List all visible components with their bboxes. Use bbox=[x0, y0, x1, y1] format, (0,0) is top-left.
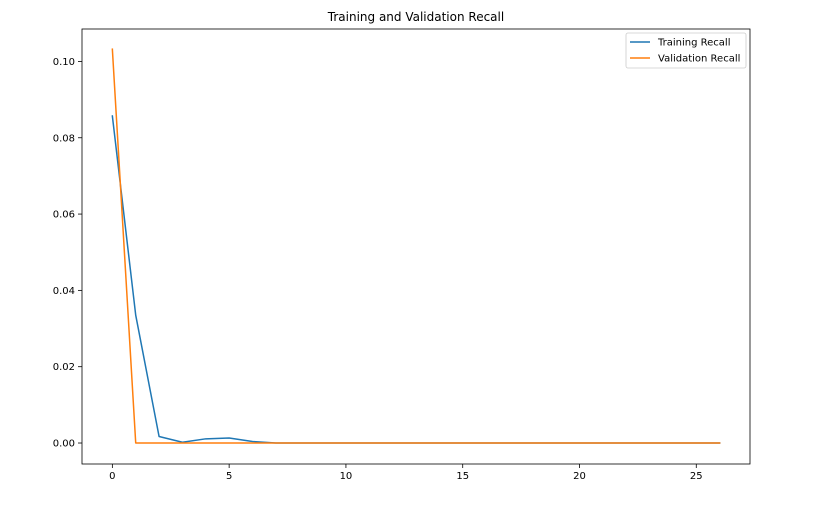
y-axis: 0.00 0.02 0.04 0.06 0.08 0.10 bbox=[53, 57, 82, 450]
legend-box bbox=[625, 32, 747, 69]
legend-label: Validation Recall bbox=[658, 54, 740, 65]
plot-area-frame bbox=[81, 28, 751, 465]
x-tick-label: 15 bbox=[456, 471, 469, 482]
series-lines bbox=[111, 48, 721, 444]
y-tick-label: 0.10 bbox=[53, 57, 75, 68]
x-tick-label: 20 bbox=[573, 471, 586, 482]
y-tick-label: 0.04 bbox=[53, 286, 75, 297]
y-tick-label: 0.08 bbox=[53, 133, 75, 144]
x-tick-label: 0 bbox=[109, 471, 115, 482]
y-tick-label: 0.06 bbox=[53, 210, 75, 221]
x-axis: 0 5 10 15 20 25 bbox=[109, 464, 703, 482]
legend: Training Recall Validation Recall bbox=[625, 32, 747, 69]
x-tick-label: 25 bbox=[690, 471, 703, 482]
chart-title: Training and Validation Recall bbox=[327, 10, 504, 24]
y-tick-label: 0.02 bbox=[53, 362, 75, 373]
x-tick-label: 5 bbox=[226, 471, 232, 482]
legend-label: Training Recall bbox=[657, 38, 730, 49]
x-tick-label: 10 bbox=[340, 471, 353, 482]
series-line-training-recall bbox=[111, 115, 721, 444]
y-tick-label: 0.00 bbox=[53, 439, 75, 450]
series-line-validation-recall bbox=[111, 48, 721, 444]
